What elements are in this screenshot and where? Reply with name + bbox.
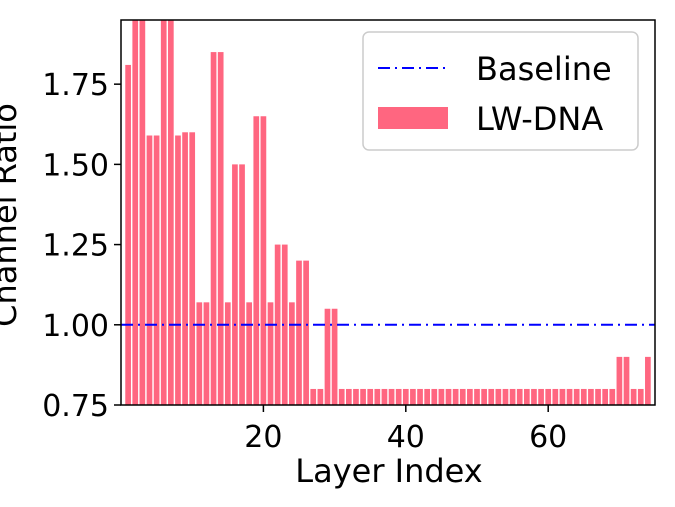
bar-layer-67 [595, 388, 601, 405]
x-tick-label: 40 [387, 420, 425, 455]
bar-layer-74 [645, 356, 651, 406]
bar-layer-73 [637, 388, 644, 405]
bar-layer-6 [160, 20, 167, 405]
bar-layer-53 [495, 388, 502, 405]
bar-layer-42 [417, 388, 423, 405]
bar-layer-32 [345, 388, 352, 405]
bar-layer-2 [132, 20, 139, 405]
bar-layer-11 [196, 302, 203, 405]
bar-layer-23 [281, 244, 288, 405]
bar-layer-25 [296, 260, 302, 406]
y-tick-label: 1.50 [42, 148, 109, 183]
bar-layer-41 [410, 388, 416, 405]
bar-layer-49 [467, 388, 473, 405]
legend: Baseline LW-DNA [362, 31, 639, 151]
bar-layer-72 [630, 388, 637, 405]
bar-layer-55 [509, 388, 516, 405]
bar-layer-18 [246, 302, 253, 405]
bar-layer-46 [445, 388, 452, 405]
bar-layer-51 [481, 388, 487, 405]
bar-layer-31 [338, 388, 345, 405]
bar-layer-65 [580, 388, 587, 405]
legend-lwdna-swatch [378, 107, 448, 129]
bar-layer-13 [210, 52, 217, 405]
bar-layer-71 [623, 356, 630, 406]
bar-layer-43 [424, 388, 431, 405]
bar-layer-50 [474, 388, 480, 405]
bar-layer-48 [459, 388, 466, 405]
y-axis-title: Channel Ratio [0, 103, 24, 327]
x-tick-label: 20 [244, 420, 282, 455]
bar-layer-34 [360, 388, 366, 405]
bar-layer-58 [531, 388, 537, 405]
bar-layer-26 [303, 260, 309, 406]
bar-layer-64 [573, 388, 580, 405]
bar-layer-45 [438, 388, 445, 405]
bar-layer-66 [588, 388, 594, 405]
bar-layer-38 [388, 388, 395, 405]
bar-layer-16 [232, 164, 238, 406]
y-axis: 0.75 1.00 1.25 1.50 1.75 [42, 68, 121, 424]
bar-layer-21 [267, 302, 274, 405]
bar-layer-52 [488, 388, 495, 405]
bar-layer-62 [559, 388, 566, 405]
bar-layer-30 [331, 308, 338, 405]
bar-layer-24 [289, 302, 295, 405]
legend-baseline-label: Baseline [476, 50, 612, 88]
bar-layer-47 [452, 388, 459, 405]
bar-layer-10 [189, 132, 196, 406]
bar-layer-29 [324, 308, 331, 405]
y-tick-label: 1.25 [42, 229, 109, 264]
y-tick-label: 0.75 [42, 389, 109, 424]
bar-layer-56 [516, 388, 523, 405]
bar-layer-57 [523, 388, 530, 405]
bar-layer-59 [538, 388, 544, 405]
bar-layer-35 [367, 388, 374, 405]
bar-layer-20 [260, 116, 267, 405]
x-axis-title: Layer Index [295, 452, 482, 490]
bar-layer-27 [310, 388, 317, 405]
bar-layer-44 [431, 388, 438, 405]
bar-layer-14 [217, 52, 224, 405]
bar-layer-8 [175, 135, 181, 405]
legend-lwdna-label: LW-DNA [476, 100, 603, 138]
bar-layer-61 [552, 388, 559, 405]
bar-layer-54 [502, 388, 509, 405]
bar-layer-39 [395, 388, 402, 405]
x-tick-label: 60 [529, 420, 567, 455]
bar-layer-5 [153, 135, 160, 405]
bar-layer-36 [374, 388, 381, 405]
bar-layer-9 [182, 132, 188, 406]
bar-layer-40 [402, 388, 409, 405]
bar-layer-63 [566, 388, 573, 405]
bar-layer-22 [274, 244, 281, 405]
bar-layer-70 [616, 356, 623, 406]
bar-layer-60 [545, 388, 552, 405]
bar-layer-68 [602, 388, 609, 405]
bar-layer-3 [139, 20, 146, 405]
bar-layer-12 [203, 302, 210, 405]
bar-layer-1 [125, 64, 131, 406]
bar-layer-17 [239, 164, 245, 406]
y-tick-label: 1.00 [42, 309, 109, 344]
bar-group [125, 20, 651, 406]
bar-layer-28 [317, 388, 324, 405]
bar-layer-7 [167, 20, 174, 405]
bar-layer-69 [609, 388, 616, 405]
y-tick-label: 1.75 [42, 68, 109, 103]
bar-layer-33 [353, 388, 359, 405]
bar-layer-37 [381, 388, 388, 405]
bar-layer-19 [253, 116, 260, 405]
bar-layer-15 [224, 302, 231, 405]
plot-frame [120, 19, 656, 406]
bar-layer-4 [146, 135, 153, 405]
x-axis: 20 40 60 [244, 405, 567, 455]
